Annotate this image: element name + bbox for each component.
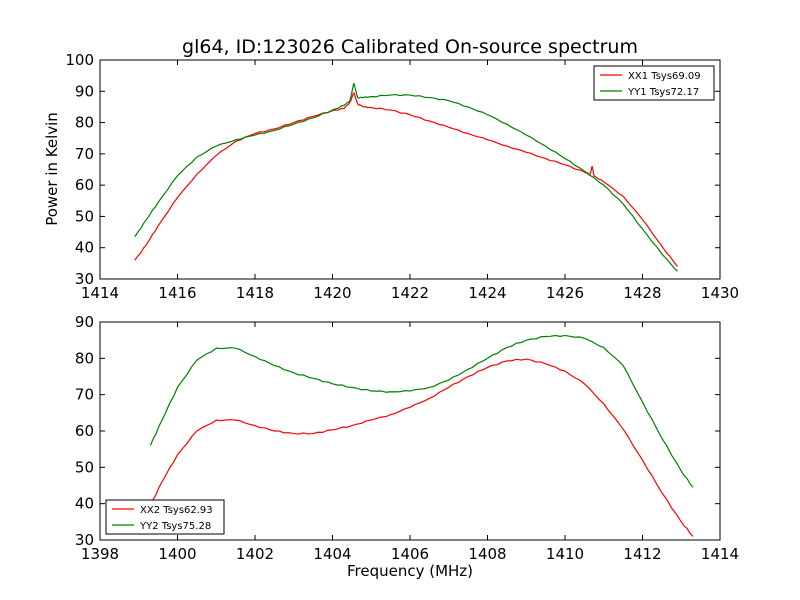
x-tick-label: 1408 [468,545,506,563]
x-tick-label: 1414 [81,284,119,302]
y-tick-label: 70 [75,386,94,404]
y-tick-label: 100 [65,51,94,69]
series-line-1-1 [134,92,678,267]
x-tick-label: 1424 [468,284,506,302]
x-tick-label: 1402 [236,545,274,563]
x-tick-label: 1410 [546,545,584,563]
x-tick-label: 1414 [701,545,739,563]
y-tick-label: 90 [75,82,94,100]
y-tick-label: 40 [75,239,94,257]
x-tick-label: 1404 [313,545,351,563]
legend-2: XX2 Tsys62.93 YY2 Tsys75.28 [105,499,225,535]
x-tick-label: 1406 [391,545,429,563]
legend-box [105,499,225,535]
series-line-1-2 [134,82,678,272]
y-tick-label: 80 [75,114,94,132]
y-tick-label: 70 [75,145,94,163]
legend-1: XX1 Tsys69.09 YY1 Tsys72.17 [593,65,715,101]
y-tick-label: 30 [75,531,94,549]
y-tick-label: 50 [75,207,94,225]
y-axis-label: Power in Kelvin [43,112,61,226]
x-tick-label: 1422 [391,284,429,302]
series-line-2-1 [149,358,694,537]
series-line-2-2 [149,334,694,488]
x-tick-label: 1430 [701,284,739,302]
y-tick-label: 40 [75,495,94,513]
x-tick-label: 1420 [313,284,351,302]
x-tick-label: 1426 [546,284,584,302]
chart-title: gl64, ID:123026 Calibrated On-source spe… [182,36,638,58]
x-tick-label: 1400 [158,545,196,563]
legend-label: XX2 Tsys62.93 [140,505,213,516]
x-tick-label: 1418 [236,284,274,302]
legend-label: YY2 Tsys75.28 [139,521,211,532]
y-tick-label: 90 [75,313,94,331]
x-tick-label: 1398 [81,545,119,563]
x-tick-label: 1416 [158,284,196,302]
panel-1: 1414 1416 1418 1420 1422 1424 1426 1428 1430 30 40… [65,51,739,302]
legend-box [593,65,715,101]
y-tick-label: 80 [75,349,94,367]
legend-label: YY1 Tsys72.17 [627,87,699,98]
x-tick-label: 1428 [623,284,661,302]
y-tick-label: 30 [75,270,94,288]
x-axis-label: Frequency (MHz) [347,562,473,580]
x-tick-label: 1412 [623,545,661,563]
legend-label: XX1 Tsys69.09 [628,71,701,82]
y-tick-label: 50 [75,458,94,476]
panel-2: 1398 1400 1402 1404 1406 1408 1410 1412 1414 30 40… [75,313,739,563]
y-tick-label: 60 [75,422,94,440]
y-tick-label: 60 [75,176,94,194]
